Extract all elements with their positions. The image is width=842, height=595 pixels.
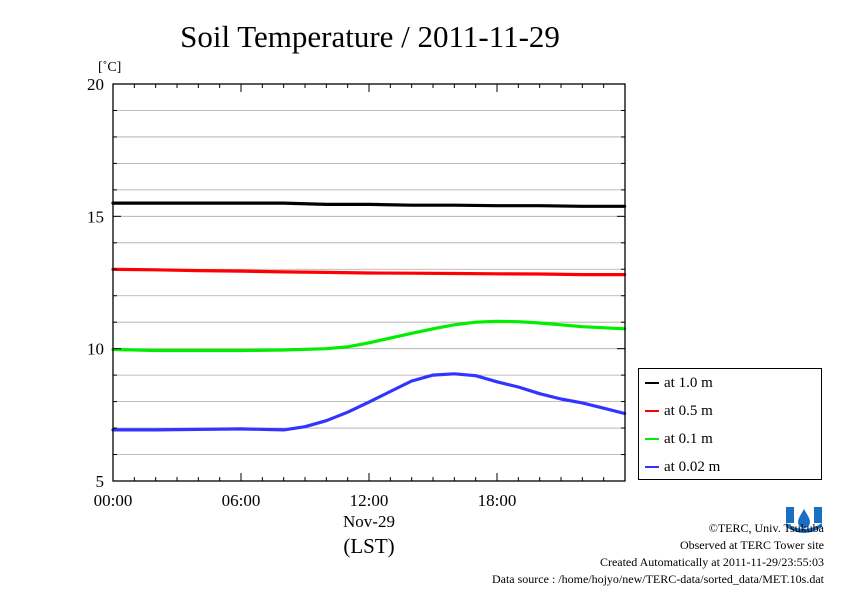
y-tick-label-3: 20 <box>87 75 104 94</box>
legend-label-1m: at 1.0 m <box>664 374 713 391</box>
x-date-label: Nov-29 <box>343 512 395 531</box>
terc-logo-icon <box>784 503 824 539</box>
footer-created: Created Automatically at 2011-11-29/23:5… <box>599 555 824 569</box>
y-tick-label-0: 5 <box>96 472 105 491</box>
legend-item-002m: at 0.02 m <box>645 457 720 477</box>
legend-item-1m: at 1.0 m <box>645 373 713 393</box>
ticks: 00:00 06:00 12:00 18:00 5 10 15 20 <box>87 75 626 510</box>
series-layer <box>111 201 627 432</box>
footer-observed: Observed at TERC Tower site <box>679 538 824 552</box>
legend-swatch-002m <box>645 466 659 468</box>
legend-label-01m: at 0.1 m <box>664 430 713 447</box>
grid <box>113 110 625 455</box>
footer-copyright: ©TERC, Univ. Tsukuba <box>708 521 824 535</box>
y-tick-label-2: 15 <box>87 207 104 226</box>
series-line-0 <box>111 201 627 208</box>
legend-item-01m: at 0.1 m <box>645 429 713 449</box>
series-line-2 <box>111 319 627 353</box>
legend-swatch-05m <box>645 410 659 412</box>
series-line-3 <box>111 372 627 432</box>
legend: at 1.0 m at 0.5 m at 0.1 m at 0.02 m <box>638 368 822 480</box>
plot-area-frame <box>112 83 626 482</box>
legend-swatch-01m <box>645 438 659 440</box>
x-tick-label-2: 12:00 <box>350 491 389 510</box>
chart-title: Soil Temperature / 2011-11-29 <box>180 19 560 54</box>
legend-label-05m: at 0.5 m <box>664 402 713 419</box>
legend-swatch-1m <box>645 382 659 384</box>
y-axis-unit-label: [˚C] <box>98 60 121 75</box>
x-axis-label: (LST) <box>343 534 394 558</box>
footer-source: Data source : /home/hojyo/new/TERC-data/… <box>491 572 824 586</box>
x-tick-label-1: 06:00 <box>222 491 261 510</box>
series-line-1 <box>111 267 627 277</box>
y-tick-label-1: 10 <box>87 340 104 359</box>
x-tick-label-0: 00:00 <box>94 491 133 510</box>
legend-item-05m: at 0.5 m <box>645 401 713 421</box>
legend-label-002m: at 0.02 m <box>664 458 721 475</box>
x-tick-label-3: 18:00 <box>478 491 517 510</box>
